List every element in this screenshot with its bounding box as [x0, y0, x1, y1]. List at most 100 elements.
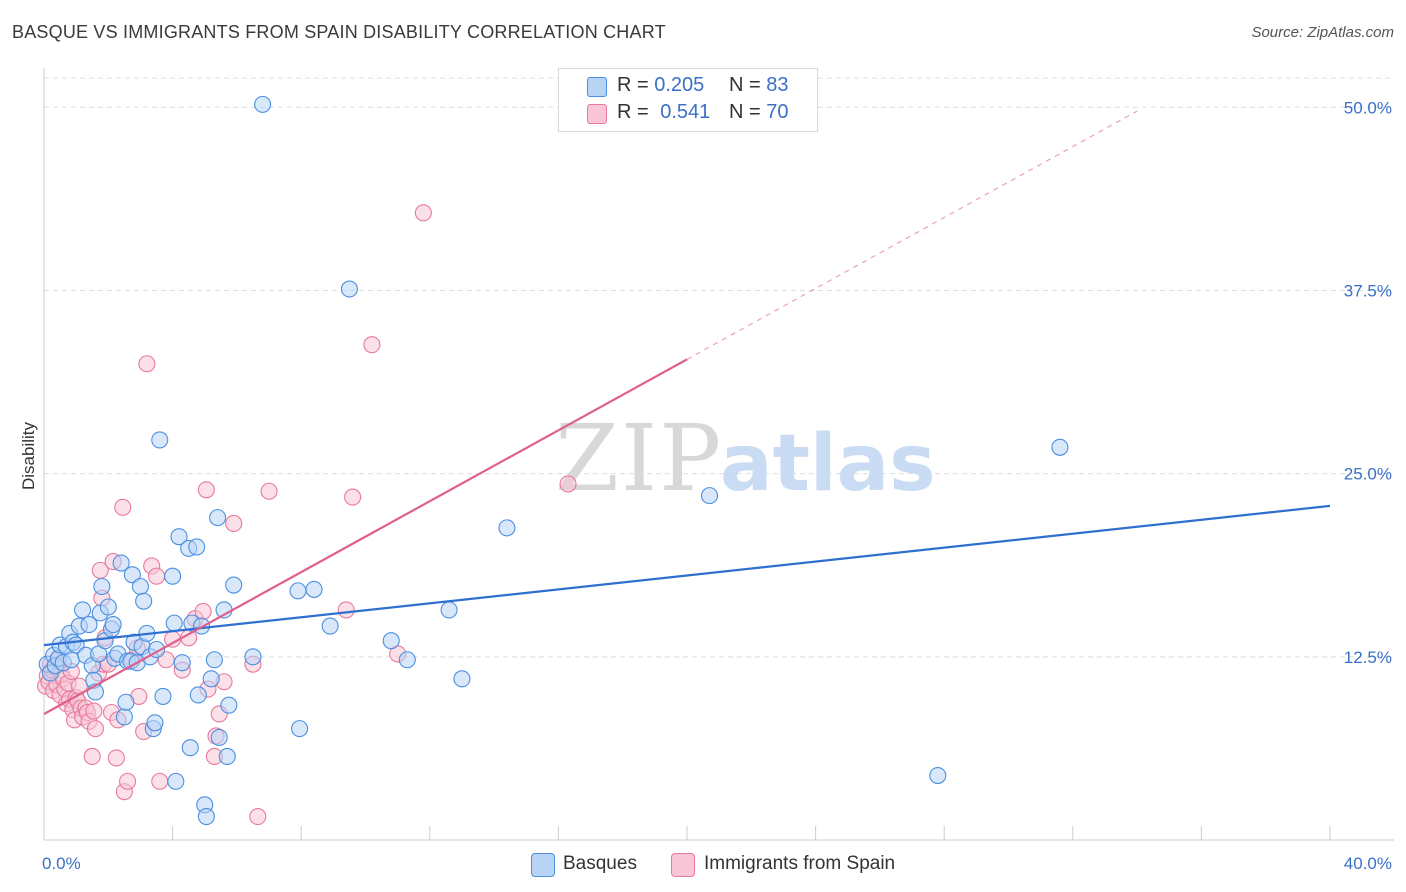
immigrants-point-63	[225, 514, 243, 533]
r-value: 0.541	[660, 101, 711, 123]
x-tick-label-0: 0.0%	[42, 854, 81, 873]
basques-point-52	[181, 739, 199, 757]
n-label: N =	[729, 74, 761, 96]
basques-point-49	[170, 528, 188, 546]
immigrants-point-29	[86, 720, 104, 738]
basques-point-30	[117, 693, 135, 711]
immigrants-n: N = 70	[729, 101, 789, 124]
immigrants-trend-line	[43, 358, 688, 715]
basques-point-75	[398, 651, 416, 669]
immigrants-point-27	[83, 747, 101, 766]
x-tick-label-1: 40.0%	[1344, 854, 1392, 873]
basques-point-69	[289, 582, 307, 600]
immigrants-r: R = 0.541	[617, 101, 710, 124]
basques-swatch	[587, 77, 607, 97]
r-label: R =	[617, 74, 649, 96]
immigrants-point-71	[414, 204, 432, 222]
basques-point-21	[93, 577, 111, 596]
trend-lines	[43, 110, 1331, 715]
basques-point-42	[146, 714, 164, 732]
immigrants-point-65	[249, 808, 267, 826]
basques-point-15	[80, 616, 98, 634]
r-value: 0.205	[654, 74, 705, 96]
basques-point-61	[209, 509, 227, 527]
watermark: ZIP atlas	[555, 405, 936, 512]
immigrants-point-72	[559, 475, 577, 493]
basques-point-36	[131, 577, 149, 596]
basques-point-54	[188, 538, 206, 556]
basques-point-58	[197, 808, 215, 826]
basques-point-81	[1051, 438, 1069, 456]
basques-point-78	[498, 519, 516, 537]
immigrants-point-50	[151, 772, 169, 790]
basques-point-80	[929, 766, 947, 785]
basques-trend-line	[43, 504, 1331, 647]
watermark-zip: ZIP	[555, 405, 723, 512]
y-tick-label-0: 12.5%	[1344, 648, 1392, 667]
basques-point-25	[104, 616, 122, 634]
basques-point-59	[202, 670, 220, 688]
basques-point-38	[135, 592, 153, 610]
immigrants-point-42	[119, 772, 137, 790]
basques-point-68	[254, 95, 272, 113]
basques-legend-swatch	[531, 853, 555, 877]
basques-point-70	[291, 720, 309, 738]
basques-point-28	[112, 554, 130, 572]
source-label: Source: ZipAtlas.com	[1251, 24, 1394, 41]
tick-labels: 12.5% 25.0% 37.5% 50.0% 0.0% 40.0%	[42, 98, 1392, 873]
basques-point-65	[220, 696, 238, 714]
axes	[43, 68, 1394, 841]
series-legend: Basques Immigrants from Spain	[0, 851, 1406, 879]
y-tick-label-2: 37.5%	[1344, 281, 1392, 300]
watermark-atlas: atlas	[720, 419, 936, 509]
basques-point-76	[440, 601, 458, 619]
grid-lines	[44, 77, 1394, 658]
basques-point-64	[218, 747, 236, 766]
basques-point-44	[151, 431, 169, 449]
immigrants-point-38	[107, 749, 125, 767]
basques-point-33	[123, 566, 141, 584]
n-value: 83	[766, 74, 789, 96]
basques-point-47	[165, 614, 183, 632]
basques-point-45	[154, 687, 172, 705]
immigrants-point-47	[138, 355, 156, 373]
basques-point-73	[340, 280, 358, 298]
chart-title: BASQUE VS IMMIGRANTS FROM SPAIN DISABILI…	[12, 22, 666, 42]
basques-point-29	[115, 708, 133, 726]
immigrants-legend-swatch	[671, 853, 695, 877]
basques-point-23	[99, 598, 117, 616]
immigrants-point-66	[260, 482, 278, 500]
basques-point-79	[700, 487, 719, 505]
basques-point-71	[305, 580, 323, 598]
correlation-legend: R = 0.205 N = 83 R = 0.541 N = 70	[558, 68, 818, 132]
r-label: R =	[617, 101, 649, 123]
basques-point-50	[173, 654, 191, 672]
basques-point-62	[210, 728, 228, 746]
basques-point-67	[244, 648, 262, 666]
basques-r: R = 0.205	[617, 74, 704, 97]
basques-point-60	[205, 651, 223, 669]
immigrants-point-49	[147, 567, 166, 585]
basques-legend-label: Basques	[563, 853, 637, 874]
basques-point-9	[62, 651, 80, 669]
y-tick-label-3: 50.0%	[1344, 98, 1392, 117]
basques-point-46	[164, 567, 182, 585]
basques-point-55	[189, 686, 207, 704]
series-basques	[38, 95, 1069, 826]
immigrants-point-28	[85, 702, 103, 720]
immigrants-point-68	[344, 488, 362, 506]
basques-point-13	[74, 601, 92, 619]
immigrants-point-69	[363, 336, 381, 354]
immigrants-point-67	[337, 601, 355, 619]
basques-point-72	[321, 617, 339, 635]
immigrants-swatch	[587, 104, 607, 124]
y-tick-label-1: 25.0%	[1344, 465, 1392, 484]
basques-point-74	[382, 632, 400, 650]
n-label: N =	[729, 101, 761, 123]
immigrants-trend-extension	[686, 110, 1138, 360]
basques-n: N = 83	[729, 74, 789, 97]
series-immigrants-from-spain	[37, 204, 577, 826]
immigrants-legend-label: Immigrants from Spain	[704, 853, 896, 874]
immigrants-point-57	[197, 481, 215, 499]
